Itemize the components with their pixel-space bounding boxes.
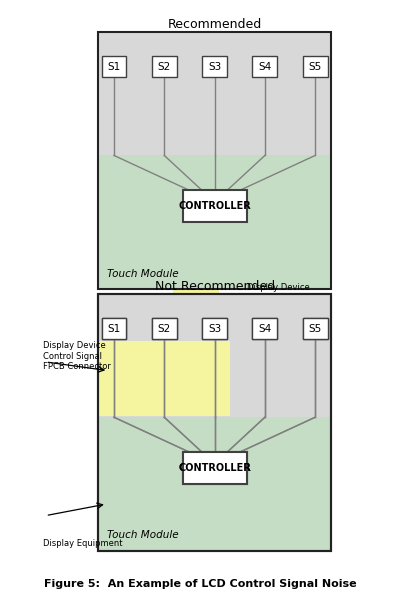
Bar: [100, 340, 230, 416]
Text: S4: S4: [258, 324, 272, 334]
Bar: [102, 318, 126, 339]
Bar: [303, 318, 328, 339]
Bar: [102, 318, 126, 339]
Text: S1: S1: [107, 324, 121, 334]
Text: S2: S2: [158, 324, 171, 334]
Bar: [172, 290, 219, 305]
Bar: [98, 417, 331, 551]
Bar: [98, 294, 331, 551]
Text: S2: S2: [158, 62, 171, 72]
Text: S2: S2: [158, 324, 171, 334]
Bar: [152, 318, 177, 339]
Text: Figure 5:  An Example of LCD Control Signal Noise: Figure 5: An Example of LCD Control Sign…: [44, 579, 356, 589]
Bar: [98, 32, 331, 289]
Text: CONTROLLER: CONTROLLER: [178, 463, 251, 473]
Bar: [202, 318, 227, 339]
Bar: [182, 190, 247, 222]
Text: S4: S4: [258, 324, 272, 334]
Text: S5: S5: [308, 324, 322, 334]
Text: S5: S5: [308, 62, 322, 72]
Text: Recommended: Recommended: [168, 18, 262, 31]
Text: S3: S3: [208, 62, 221, 72]
Bar: [182, 452, 247, 484]
Bar: [303, 318, 328, 339]
Bar: [182, 452, 247, 484]
Bar: [102, 57, 126, 77]
Text: S1: S1: [107, 62, 121, 72]
Bar: [98, 294, 331, 417]
Text: Display Device
Control Signal
FPCB Connector: Display Device Control Signal FPCB Conne…: [42, 342, 110, 371]
Bar: [202, 57, 227, 77]
Text: S4: S4: [258, 62, 272, 72]
Text: S1: S1: [107, 324, 121, 334]
Bar: [98, 32, 331, 155]
Bar: [98, 155, 331, 289]
Text: Touch Module: Touch Module: [107, 269, 178, 278]
Text: Display Equipment: Display Equipment: [42, 539, 122, 548]
Bar: [202, 318, 227, 339]
Text: Display Device
Control Signal
FPCB Connector: Display Device Control Signal FPCB Conne…: [247, 283, 315, 312]
Text: Touch Module: Touch Module: [107, 531, 178, 540]
Text: S3: S3: [208, 324, 221, 334]
Bar: [252, 57, 277, 77]
Text: CONTROLLER: CONTROLLER: [178, 463, 251, 473]
Bar: [303, 57, 328, 77]
Text: S5: S5: [308, 324, 322, 334]
Bar: [252, 318, 277, 339]
Text: Not Recommended: Not Recommended: [154, 280, 275, 293]
Bar: [252, 318, 277, 339]
Text: S3: S3: [208, 324, 221, 334]
Bar: [98, 294, 331, 551]
Bar: [152, 318, 177, 339]
Text: CONTROLLER: CONTROLLER: [178, 201, 251, 211]
Bar: [152, 57, 177, 77]
